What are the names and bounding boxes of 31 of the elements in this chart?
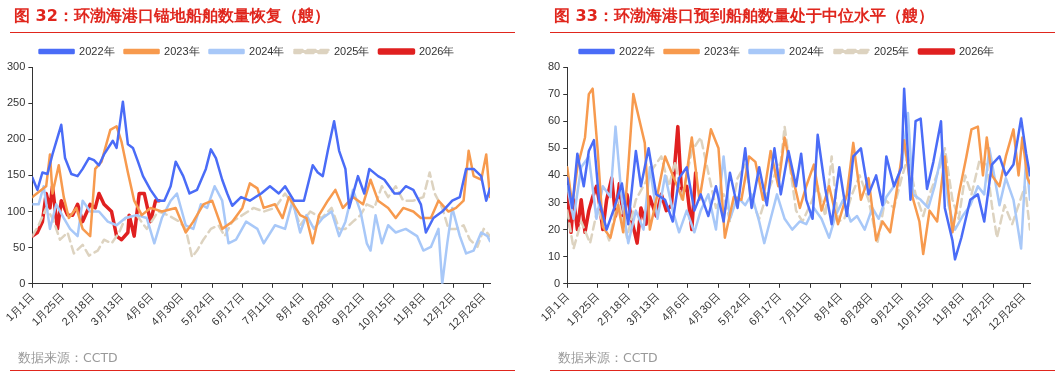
chart-title: 图 32：环渤海港口锚地船舶数量恢复（艘）	[14, 6, 330, 27]
y-tick-label: 50	[547, 141, 561, 154]
legend-label: 2022年	[619, 44, 655, 57]
y-tick-label: 60	[547, 114, 561, 127]
y-tick-label: 80	[547, 60, 561, 73]
source-note: 数据来源：CCTD	[558, 350, 658, 367]
legend-label: 2023年	[164, 44, 200, 57]
legend-label: 2025年	[333, 44, 370, 57]
legend-label: 2023年	[704, 44, 740, 57]
legend-label: 2026年	[418, 44, 455, 57]
legend-label: 2026年	[958, 44, 995, 57]
legend-label: 2025年	[873, 44, 910, 57]
legend-label: 2024年	[249, 44, 285, 57]
y-tick-label: 30	[547, 195, 561, 208]
y-tick-label: 150	[6, 168, 26, 181]
y-tick-label: 0	[19, 276, 26, 289]
y-tick-label: 100	[6, 204, 26, 217]
legend-label: 2022年	[79, 44, 115, 57]
line-series	[32, 171, 490, 259]
y-tick-label: 40	[547, 168, 561, 181]
y-tick-label: 70	[547, 87, 561, 100]
y-tick-label: 50	[13, 240, 26, 253]
chart-title: 图 33：环渤海港口预到船舶数量处于中位水平（艘）	[554, 6, 934, 27]
y-tick-label: 200	[6, 132, 26, 145]
legend-label: 2024年	[789, 44, 825, 57]
y-tick-label: 250	[6, 96, 26, 109]
y-tick-label: 10	[547, 249, 561, 262]
y-tick-label: 20	[547, 222, 561, 235]
source-note: 数据来源：CCTD	[18, 350, 118, 367]
y-tick-label: 300	[6, 60, 26, 73]
y-tick-label: 0	[554, 276, 561, 289]
